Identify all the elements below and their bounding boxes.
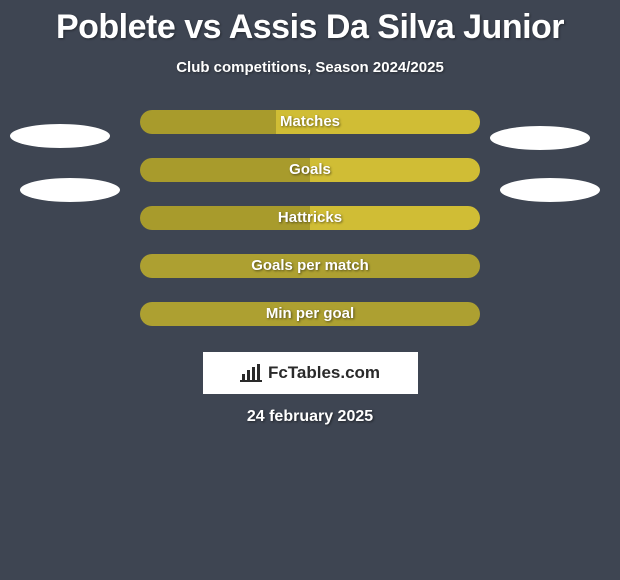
decorative-ellipse (500, 178, 600, 202)
stat-bar-left (140, 158, 310, 182)
stat-row: Min per goal (0, 302, 620, 328)
stat-bar-right (276, 110, 480, 134)
stat-bar: Hattricks (140, 206, 480, 230)
stat-bar-left (140, 110, 276, 134)
source-badge: FcTables.com (203, 352, 418, 394)
page-title: Poblete vs Assis Da Silva Junior (0, 8, 620, 47)
stat-bar-right (310, 206, 480, 230)
stat-bar: Goals per match (140, 254, 480, 278)
stat-bar-left (140, 206, 310, 230)
stat-bar: Matches (140, 110, 480, 134)
source-badge-label: FcTables.com (268, 363, 380, 383)
decorative-ellipse (10, 124, 110, 148)
decorative-ellipse (490, 126, 590, 150)
stat-bar-full (140, 254, 480, 278)
chart-icon (240, 364, 262, 382)
stat-bar: Goals (140, 158, 480, 182)
date-label: 24 february 2025 (0, 408, 620, 426)
decorative-ellipse (20, 178, 120, 202)
stat-row: Goals per match (0, 254, 620, 280)
stat-bar-right (310, 158, 480, 182)
stat-row: 00Hattricks (0, 206, 620, 232)
comparison-card: Poblete vs Assis Da Silva Junior Club co… (0, 0, 620, 580)
subtitle: Club competitions, Season 2024/2025 (0, 59, 620, 76)
stat-bar: Min per goal (140, 302, 480, 326)
stat-bar-full (140, 302, 480, 326)
